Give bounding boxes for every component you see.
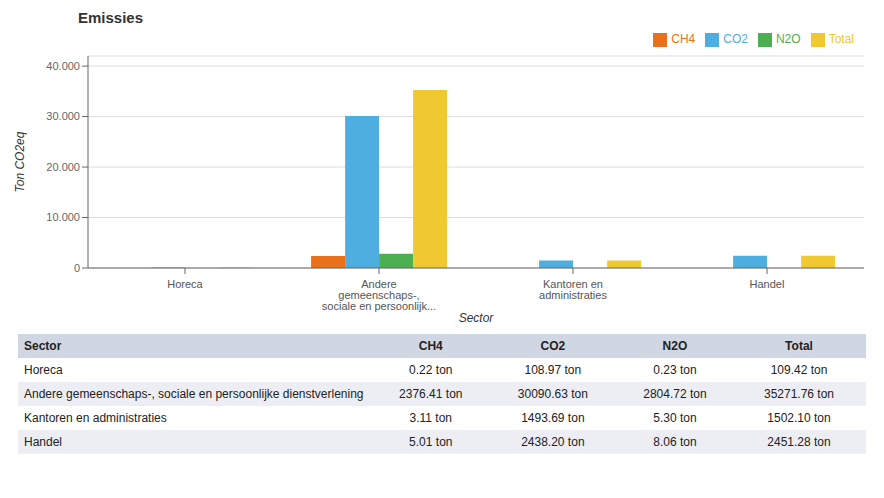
html-text:Handel: Handel [24, 435, 62, 449]
svg-text:40.000: 40.000 [46, 60, 80, 72]
svg-text:30.000: 30.000 [46, 110, 80, 122]
html-text:N2O: N2O [776, 32, 801, 46]
html-text:Total: Total [785, 339, 813, 353]
svg-text:Horeca: Horeca [167, 278, 203, 290]
html-text:8.06 ton: 8.06 ton [653, 435, 697, 449]
svg-text:Kantoren enadministraties: Kantoren enadministraties [539, 278, 607, 301]
html-text:CO2: CO2 [540, 339, 566, 353]
html-text:CH4: CH4 [671, 32, 696, 46]
html-text:N2O: N2O [662, 339, 688, 353]
html-text:2451.28 ton: 2451.28 ton [767, 435, 831, 449]
html-text:1493.69 ton: 1493.69 ton [521, 411, 585, 425]
html-text:Horeca: Horeca [24, 363, 63, 377]
html-text:109.42 ton: 109.42 ton [770, 363, 828, 377]
html-text:5.01 ton: 5.01 ton [409, 435, 453, 449]
html-text:2804.72 ton: 2804.72 ton [643, 387, 707, 401]
html-text:2376.41 ton: 2376.41 ton [399, 387, 463, 401]
html-text:1502.10 ton: 1502.10 ton [767, 411, 831, 425]
svg-text:Anderegemeenschaps-,sociale en: Anderegemeenschaps-,sociale en persoonli… [322, 278, 436, 312]
svg-text:Ton CO2eq: Ton CO2eq [13, 131, 27, 192]
svg-text:Sector: Sector [459, 311, 495, 325]
svg-text:Handel: Handel [750, 278, 785, 290]
html-text:Sector: Sector [24, 339, 62, 353]
html-text:3.11 ton: 3.11 ton [409, 411, 452, 425]
html-text:0.23 ton: 0.23 ton [653, 363, 697, 377]
html-text:0.22 ton: 0.22 ton [409, 363, 453, 377]
html-text:30090.63 ton: 30090.63 ton [517, 387, 588, 401]
html-text:Kantoren en administraties: Kantoren en administraties [24, 411, 167, 425]
html-text:Emissies: Emissies [78, 9, 143, 26]
html-text:Andere gemeenschaps-, sociale: Andere gemeenschaps-, sociale en persoon… [24, 387, 364, 401]
svg-text:10.000: 10.000 [46, 211, 80, 223]
html-text:CH4: CH4 [418, 339, 443, 353]
svg-text:0: 0 [74, 262, 80, 274]
html-text:Total: Total [828, 32, 854, 46]
html-text:35271.76 ton: 35271.76 ton [764, 387, 834, 401]
html-text:108.97 ton: 108.97 ton [524, 363, 582, 377]
svg-text:20.000: 20.000 [46, 161, 80, 173]
html-text:CO2: CO2 [723, 32, 748, 46]
html-text:2438.20 ton: 2438.20 ton [521, 435, 585, 449]
html-text:5.30 ton: 5.30 ton [653, 411, 697, 425]
